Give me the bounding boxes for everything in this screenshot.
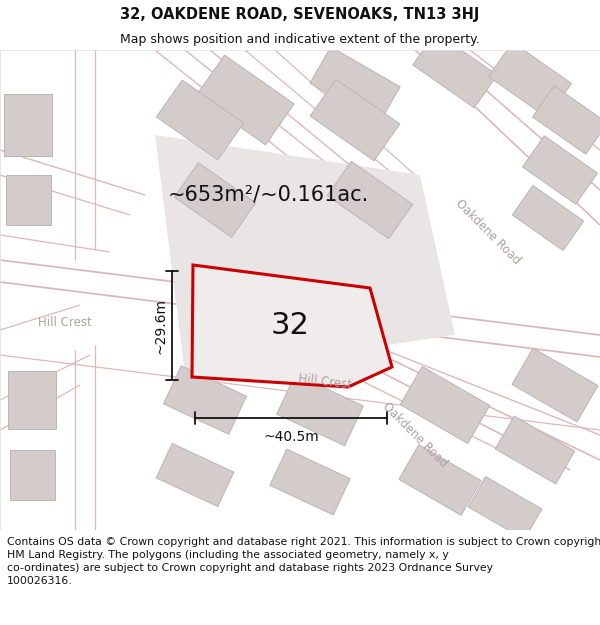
Polygon shape	[413, 32, 497, 108]
Polygon shape	[156, 443, 234, 507]
Polygon shape	[310, 47, 400, 123]
Polygon shape	[327, 161, 413, 239]
Polygon shape	[400, 366, 490, 444]
Polygon shape	[157, 80, 244, 160]
Text: ~653m²/~0.161ac.: ~653m²/~0.161ac.	[167, 185, 368, 205]
Text: 32, OAKDENE ROAD, SEVENOAKS, TN13 3HJ: 32, OAKDENE ROAD, SEVENOAKS, TN13 3HJ	[121, 6, 479, 21]
Polygon shape	[174, 162, 256, 238]
Polygon shape	[5, 175, 50, 225]
Polygon shape	[399, 444, 481, 516]
Polygon shape	[468, 477, 542, 539]
Text: Hill Crest: Hill Crest	[298, 372, 352, 392]
Polygon shape	[163, 366, 247, 434]
Polygon shape	[495, 416, 575, 484]
Polygon shape	[277, 374, 363, 446]
Text: ~40.5m: ~40.5m	[263, 430, 319, 444]
Polygon shape	[8, 371, 56, 429]
Polygon shape	[4, 94, 52, 156]
Text: Contains OS data © Crown copyright and database right 2021. This information is : Contains OS data © Crown copyright and d…	[7, 537, 600, 586]
Polygon shape	[523, 136, 598, 204]
Polygon shape	[310, 79, 400, 161]
Polygon shape	[532, 86, 600, 154]
Text: Oakdene Road: Oakdene Road	[453, 197, 523, 267]
Text: Oakdene Road: Oakdene Road	[380, 400, 450, 470]
Polygon shape	[270, 449, 350, 515]
Polygon shape	[512, 186, 584, 251]
Text: 32: 32	[271, 311, 310, 339]
Text: ~29.6m: ~29.6m	[153, 298, 167, 354]
Polygon shape	[155, 135, 455, 375]
Polygon shape	[192, 265, 392, 387]
Text: Map shows position and indicative extent of the property.: Map shows position and indicative extent…	[120, 34, 480, 46]
Polygon shape	[196, 55, 294, 145]
Text: Hill Crest: Hill Crest	[38, 316, 92, 329]
Polygon shape	[488, 42, 572, 118]
Polygon shape	[10, 450, 55, 500]
Polygon shape	[512, 348, 598, 422]
